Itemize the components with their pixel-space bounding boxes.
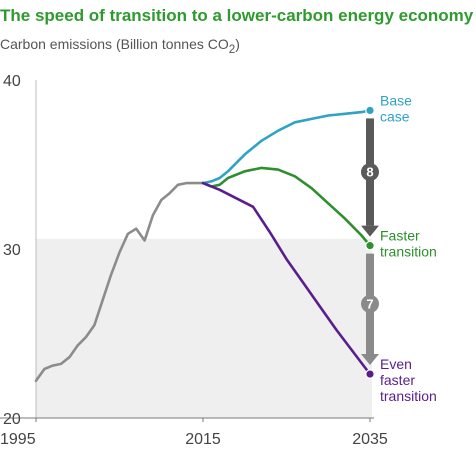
y-tick-label-30: 30 xyxy=(3,242,21,259)
x-tick-label-2015: 2015 xyxy=(185,431,221,448)
arrow-label-8: 8 xyxy=(366,165,373,180)
series-line-base-case xyxy=(201,109,372,185)
y-tick-label-40: 40 xyxy=(3,73,21,90)
shaded-band xyxy=(36,238,372,418)
chart-title: The speed of transition to a lower-carbo… xyxy=(0,6,474,25)
end-dot-faster-transition xyxy=(365,240,375,251)
end-label-even-faster-transition-0: Even xyxy=(380,356,412,372)
end-dot-base-case xyxy=(365,105,375,116)
y-tick-label-20: 20 xyxy=(3,411,21,428)
subtitle-subscript: 2 xyxy=(228,42,236,56)
subtitle-text: Carbon emissions (Billion tonnes CO xyxy=(0,36,229,52)
arrow-badge-8 xyxy=(361,163,379,182)
end-label-base-case-0: Base xyxy=(380,92,412,108)
arrow-head-7 xyxy=(361,354,379,366)
x-tick-label-2035: 2035 xyxy=(352,431,388,448)
series-line-even-faster-transition xyxy=(201,181,372,376)
subtitle-suffix: ) xyxy=(235,36,240,52)
end-label-even-faster-transition-1: faster xyxy=(380,372,415,388)
chart-subtitle: Carbon emissions (Billion tonnes CO2) xyxy=(0,36,240,56)
arrow-badge-7 xyxy=(361,294,379,313)
end-label-base-case-1: case xyxy=(380,108,410,124)
x-tick-label-1995: 1995 xyxy=(0,431,36,448)
series-line-faster-transition xyxy=(201,166,372,247)
end-label-even-faster-transition-2: transition xyxy=(380,388,437,404)
end-label-faster-transition-1: transition xyxy=(380,244,437,260)
arrow-head-8 xyxy=(361,225,379,237)
end-dot-even-faster-transition xyxy=(365,369,375,379)
series-line-historical xyxy=(34,181,205,383)
arrow-label-7: 7 xyxy=(366,296,373,311)
end-label-faster-transition-0: Faster xyxy=(380,228,420,244)
